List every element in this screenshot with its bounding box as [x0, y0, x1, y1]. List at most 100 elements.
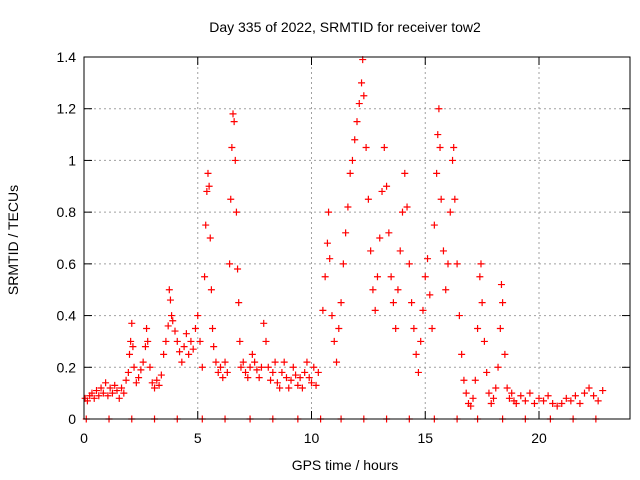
- data-point-marker: [369, 286, 377, 294]
- data-point-marker: [499, 299, 507, 307]
- data-point-marker: [553, 402, 561, 410]
- data-point-marker: [399, 208, 406, 216]
- data-point-marker: [434, 131, 442, 139]
- data-point-marker: [436, 144, 444, 151]
- y-axis-label: SRMTID / TECUs: [5, 185, 21, 295]
- data-point-marker: [201, 273, 209, 281]
- data-point-marker: [426, 291, 434, 299]
- data-point-marker: [535, 394, 543, 402]
- data-point-marker: [389, 299, 397, 307]
- data-point-marker: [325, 208, 333, 216]
- data-point-marker: [111, 381, 119, 389]
- data-point-marker: [328, 312, 336, 320]
- data-point-marker: [487, 399, 495, 407]
- y-tick-label: 0.6: [57, 256, 77, 272]
- data-point-marker: [169, 317, 177, 325]
- data-point-marker: [137, 366, 145, 374]
- data-point-marker: [310, 363, 318, 371]
- data-point-marker: [155, 381, 163, 389]
- data-point-marker: [164, 322, 172, 330]
- data-point-marker: [102, 379, 110, 387]
- data-point-marker: [474, 325, 482, 332]
- data-point-marker: [455, 312, 463, 320]
- data-point-marker: [120, 389, 128, 397]
- data-point-marker: [221, 358, 229, 366]
- data-point-marker: [93, 387, 101, 395]
- data-point-marker: [460, 376, 468, 384]
- y-tick-label: 0: [68, 411, 76, 427]
- x-tick-label: 0: [80, 430, 88, 446]
- data-point-marker: [430, 221, 438, 229]
- data-point-marker: [394, 286, 402, 294]
- data-point-marker: [244, 374, 252, 382]
- data-point-marker: [206, 234, 214, 242]
- data-point-marker: [273, 379, 281, 387]
- data-point-marker: [196, 337, 204, 345]
- data-point-marker: [203, 187, 211, 195]
- data-point-marker: [333, 358, 341, 366]
- data-point-marker: [246, 363, 254, 371]
- data-point-marker: [414, 368, 422, 376]
- data-point-marker: [312, 381, 320, 389]
- data-point-marker: [204, 169, 212, 177]
- data-point-marker: [477, 260, 485, 268]
- data-point-marker: [496, 325, 504, 332]
- data-point-marker: [294, 381, 302, 389]
- data-point-marker: [501, 350, 509, 358]
- data-point-marker: [339, 260, 347, 268]
- data-point-marker: [212, 358, 220, 366]
- y-tick-label: 0.4: [57, 308, 77, 324]
- data-point-marker: [173, 337, 181, 345]
- data-point-marker: [508, 389, 516, 397]
- data-point-marker: [530, 399, 538, 407]
- data-point-marker: [242, 368, 250, 376]
- data-point-marker: [405, 260, 413, 268]
- data-point-marker: [437, 195, 445, 203]
- data-point-marker: [581, 389, 588, 397]
- data-point-marker: [439, 247, 447, 255]
- data-point-marker: [446, 208, 454, 216]
- data-point-marker: [450, 144, 458, 151]
- data-point-marker: [303, 358, 311, 366]
- data-point-marker: [314, 368, 322, 376]
- data-point-marker: [214, 368, 222, 376]
- data-points: [81, 56, 607, 423]
- data-point-marker: [346, 169, 354, 177]
- data-point-marker: [471, 376, 479, 384]
- data-point-marker: [257, 363, 265, 371]
- data-point-marker: [153, 376, 161, 384]
- data-point-marker: [122, 376, 130, 384]
- data-point-marker: [115, 394, 123, 402]
- data-point-marker: [292, 371, 300, 379]
- data-point-marker: [191, 325, 199, 332]
- data-point-marker: [469, 394, 477, 402]
- data-point-marker: [444, 260, 452, 268]
- y-tick-label: 1.4: [57, 49, 77, 65]
- data-point-marker: [453, 260, 461, 268]
- data-point-marker: [308, 379, 315, 387]
- data-point-marker: [367, 247, 375, 255]
- data-point-marker: [562, 394, 570, 402]
- data-point-marker: [132, 379, 140, 387]
- data-point-marker: [187, 337, 195, 345]
- data-point-marker: [205, 182, 213, 190]
- data-point-marker: [278, 368, 286, 376]
- data-point-marker: [544, 392, 552, 400]
- data-point-marker: [376, 234, 384, 242]
- data-point-marker: [104, 392, 112, 400]
- data-point-marker: [264, 363, 272, 371]
- data-point-marker: [599, 387, 607, 395]
- data-point-marker: [139, 358, 147, 366]
- data-point-marker: [594, 397, 602, 405]
- data-point-marker: [271, 358, 279, 366]
- data-point-marker: [276, 384, 284, 392]
- data-point-marker: [355, 100, 363, 108]
- data-point-marker: [234, 265, 242, 273]
- data-point-marker: [383, 182, 391, 190]
- data-point-marker: [433, 169, 441, 177]
- data-point-marker: [108, 389, 116, 397]
- data-point-marker: [207, 286, 215, 294]
- data-point-marker: [364, 195, 372, 203]
- axis-ticks: 0 0.2 0.4 0.6 0.8 1 1.2 1.4 0 5 10 15 20: [57, 49, 630, 446]
